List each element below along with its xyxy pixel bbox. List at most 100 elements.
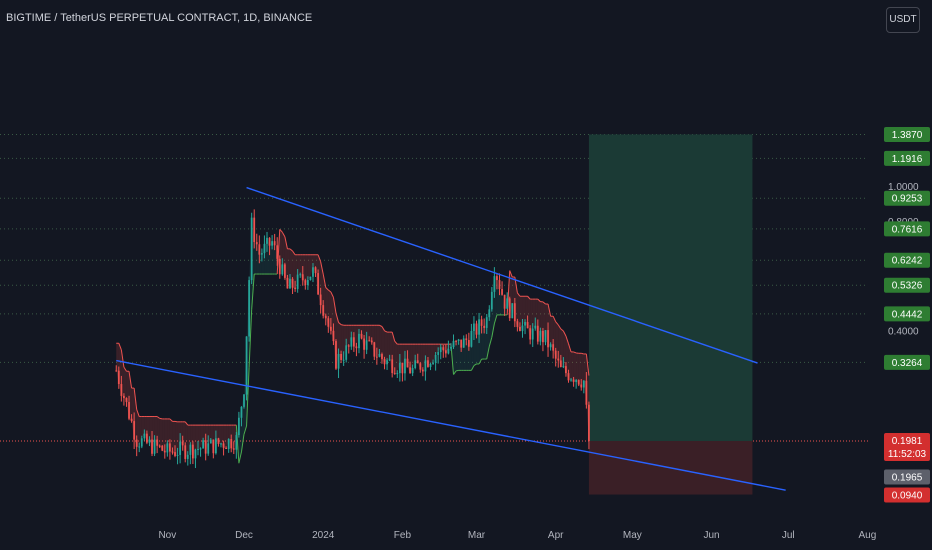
candle-body — [503, 294, 506, 309]
candle-body — [585, 380, 588, 405]
candle-body — [324, 315, 327, 319]
candle-body — [263, 243, 266, 254]
candle-body — [416, 360, 419, 364]
cloud-segment — [289, 248, 293, 288]
candle-body — [345, 345, 348, 360]
cloud-segment — [578, 353, 582, 388]
cloud-edge — [156, 416, 160, 419]
candle-body — [409, 367, 411, 374]
candle-body — [580, 384, 583, 388]
x-tick-label: Jun — [704, 530, 720, 541]
cloud-segment — [233, 425, 237, 450]
candle-body — [240, 406, 243, 418]
candle-body — [166, 443, 169, 453]
candle-body — [398, 362, 401, 374]
candle-body — [414, 360, 417, 369]
candle-body — [347, 345, 350, 347]
trendline — [116, 359, 786, 491]
candle-body — [281, 264, 284, 275]
cloud-edge — [289, 248, 293, 252]
candle-body — [207, 443, 210, 454]
cloud-segment — [221, 425, 224, 448]
candle-body — [352, 337, 355, 347]
cloud-segment — [522, 296, 526, 326]
level-badge: 0.4442 — [892, 309, 923, 320]
cloud-segment — [300, 254, 303, 281]
candle-body — [186, 454, 189, 459]
cloud-edge — [470, 365, 475, 371]
candle-body — [521, 325, 524, 332]
cloud-edge — [379, 324, 383, 327]
cloud-edge — [322, 273, 327, 288]
x-tick-label: Mar — [468, 530, 486, 541]
candle-body — [424, 360, 427, 372]
candle-body — [197, 449, 199, 451]
candle-body — [383, 359, 386, 365]
candle-body — [299, 274, 302, 276]
currency-button[interactable]: USDT — [886, 7, 920, 33]
cloud-edge — [585, 353, 590, 376]
cloud-edge — [248, 309, 253, 368]
candle-body — [493, 276, 496, 292]
candle-body — [475, 323, 478, 335]
candle-body — [163, 450, 166, 453]
candle-body — [559, 360, 562, 367]
candle-body — [447, 348, 450, 354]
cloud-edge — [573, 351, 577, 354]
candle-body — [322, 305, 325, 316]
trendlines[interactable] — [116, 186, 786, 491]
candle-body — [276, 245, 279, 259]
candle-body — [237, 417, 240, 436]
x-tick-label: Feb — [394, 530, 412, 541]
cloud-segment — [162, 418, 165, 453]
cloud-edge — [453, 370, 457, 375]
level-badge: 0.9253 — [892, 194, 923, 205]
candle-body — [327, 318, 330, 327]
candle-body — [386, 360, 388, 365]
candle-body — [485, 317, 488, 328]
cloud-segment — [356, 325, 359, 349]
candle-body — [283, 264, 286, 278]
candle-body — [335, 341, 337, 369]
candle-body — [291, 278, 294, 288]
candle-body — [506, 298, 509, 309]
cloud-segment — [438, 344, 441, 353]
level-badge-bg — [884, 277, 930, 293]
candle-body — [373, 342, 376, 357]
candle-body — [467, 340, 470, 347]
candle-body — [235, 435, 238, 450]
candle-body — [130, 418, 133, 422]
cloud-segment — [159, 418, 163, 451]
candle-body — [332, 330, 335, 342]
cloud-edge — [547, 303, 552, 317]
level-badge-bg — [884, 221, 930, 237]
candle-body — [266, 237, 268, 244]
cloud-edge — [325, 287, 329, 291]
cloud-edge — [328, 289, 332, 293]
candle-body — [393, 373, 396, 375]
cloud-segment — [397, 344, 400, 374]
cloud-segment — [136, 409, 140, 447]
candle-body — [133, 421, 136, 440]
candle-body — [565, 366, 567, 374]
cloud-edge — [565, 335, 569, 344]
cloud-edge — [281, 231, 286, 237]
candle-body — [496, 276, 498, 281]
cloud-segment — [481, 325, 485, 360]
cloud-edge — [279, 228, 283, 233]
x-axis[interactable]: Nov Dec 2024 Feb Mar Apr May Jun Jul Aug — [158, 530, 876, 541]
cloud-edge — [243, 425, 248, 435]
candle-body — [360, 333, 363, 339]
candle-body — [480, 319, 483, 326]
candle-body — [314, 267, 317, 274]
cloud-segment — [558, 324, 561, 367]
candle-body — [488, 309, 491, 318]
cloud-edge — [455, 369, 459, 372]
cloud-segment — [200, 425, 204, 449]
cloud-edge — [568, 343, 572, 353]
candle-body — [519, 326, 521, 332]
cloud-edge — [557, 324, 562, 330]
candle-body — [429, 363, 432, 367]
candle-body — [401, 362, 404, 374]
